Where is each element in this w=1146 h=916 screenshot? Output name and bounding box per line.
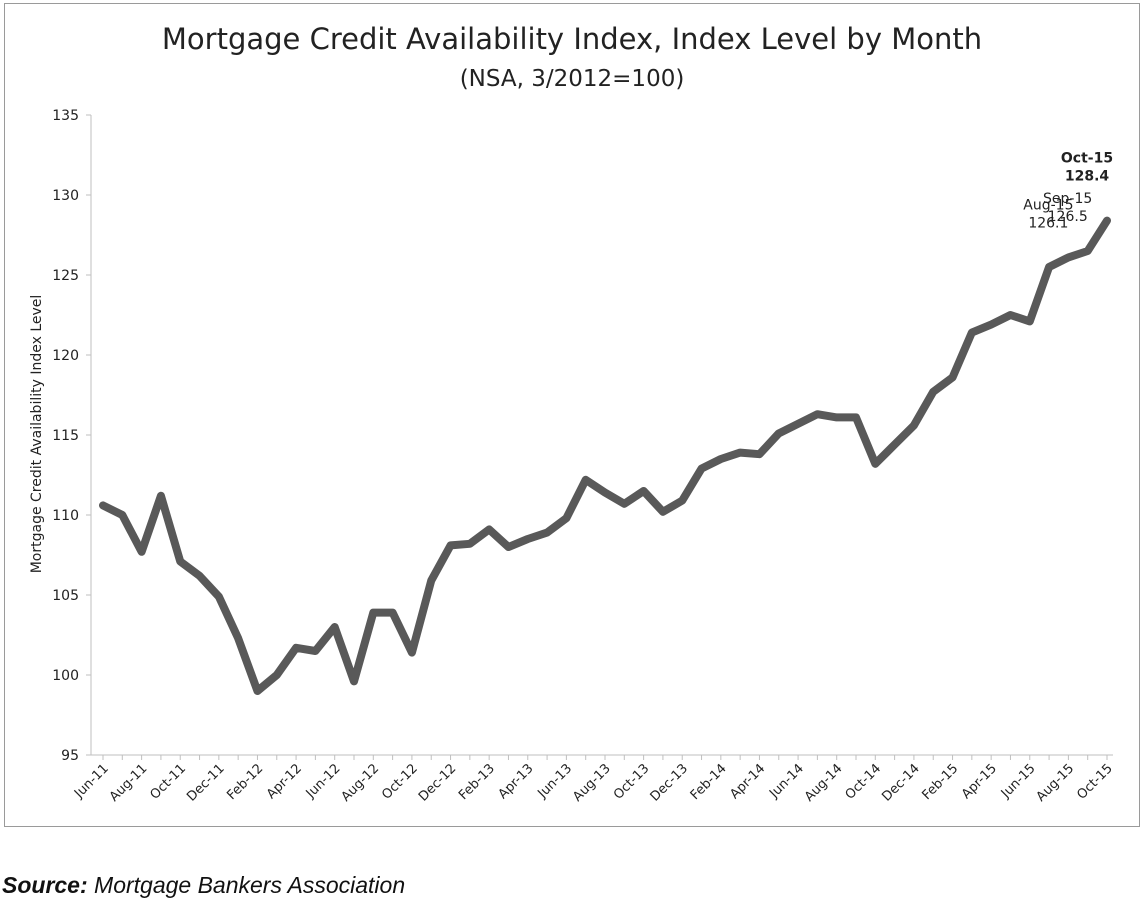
y-tick-label: 115 [52,428,79,444]
x-tick-label: Aug-13 [570,761,614,805]
source-text: Mortgage Bankers Association [94,872,406,898]
x-tick-label: Jun-12 [303,761,344,802]
x-tick-label: Feb-13 [456,761,498,803]
y-axis-label: Mortgage Credit Availability Index Level [29,295,45,574]
x-tick-label: Aug-15 [1034,761,1078,805]
x-tick-label: Feb-14 [688,761,730,803]
x-tick-label: Aug-12 [339,761,383,805]
chart-title: Mortgage Credit Availability Index, Inde… [162,22,982,56]
y-tick-label: 105 [52,588,79,604]
y-tick-label: 100 [52,668,79,684]
x-axis: Jun-11Aug-11Oct-11Dec-11Feb-12Apr-12Jun-… [71,754,1116,805]
annotation-month: Aug-15 [1023,197,1073,213]
x-tick-label: Feb-15 [919,761,961,803]
annotation-month: Sep-15 [1043,191,1092,207]
x-tick-label: Jun-11 [71,761,112,802]
annotation-value: 126.1 [1028,215,1068,231]
x-tick-label: Apr-13 [496,761,537,802]
x-tick-label: Apr-12 [264,761,305,802]
x-tick-label: Dec-11 [184,761,227,804]
y-tick-label: 130 [52,188,79,204]
y-tick-label: 125 [52,268,79,284]
chart-subtitle: (NSA, 3/2012=100) [460,66,685,92]
x-tick-label: Oct-14 [843,761,885,803]
source-note: Source: Mortgage Bankers Association [2,872,405,899]
annotation-value: 128.4 [1065,169,1110,185]
x-tick-label: Dec-14 [879,761,922,804]
x-tick-label: Jun-13 [535,761,576,802]
x-tick-label: Aug-11 [107,761,151,805]
x-tick-label: Dec-13 [648,761,691,804]
x-tick-label: Oct-13 [611,761,653,803]
x-tick-label: Dec-12 [416,761,459,804]
y-tick-label: 110 [52,508,79,524]
x-tick-label: Apr-14 [727,761,768,802]
annotation-layer: Aug-15 126.1 Sep-15 126.5 Oct-15 128.4 [1023,151,1113,232]
x-tick-label: Jun-15 [998,761,1039,802]
x-tick-label: Apr-15 [959,761,1000,802]
annotation-month: Oct-15 [1061,151,1113,167]
chart-frame: Mortgage Credit Availability Index, Inde… [4,3,1140,827]
x-tick-label: Oct-12 [379,761,421,803]
x-tick-label: Jun-14 [766,761,807,802]
y-tick-label: 120 [52,348,79,364]
y-tick-label: 135 [52,108,79,124]
series-layer [99,216,1111,695]
x-tick-label: Aug-14 [802,761,846,805]
x-tick-label: Oct-15 [1074,761,1116,803]
annotation-value: 126.5 [1048,209,1088,225]
y-axis: 95 100 105 110 115 120 125 130 135 [52,108,92,764]
x-tick-label: Feb-12 [224,761,266,803]
line-chart: Mortgage Credit Availability Index, Inde… [29,22,1116,805]
x-tick-label: Oct-11 [148,761,190,803]
y-tick-label: 95 [61,748,79,764]
source-label: Source: [2,872,88,898]
series-line [99,216,1111,695]
